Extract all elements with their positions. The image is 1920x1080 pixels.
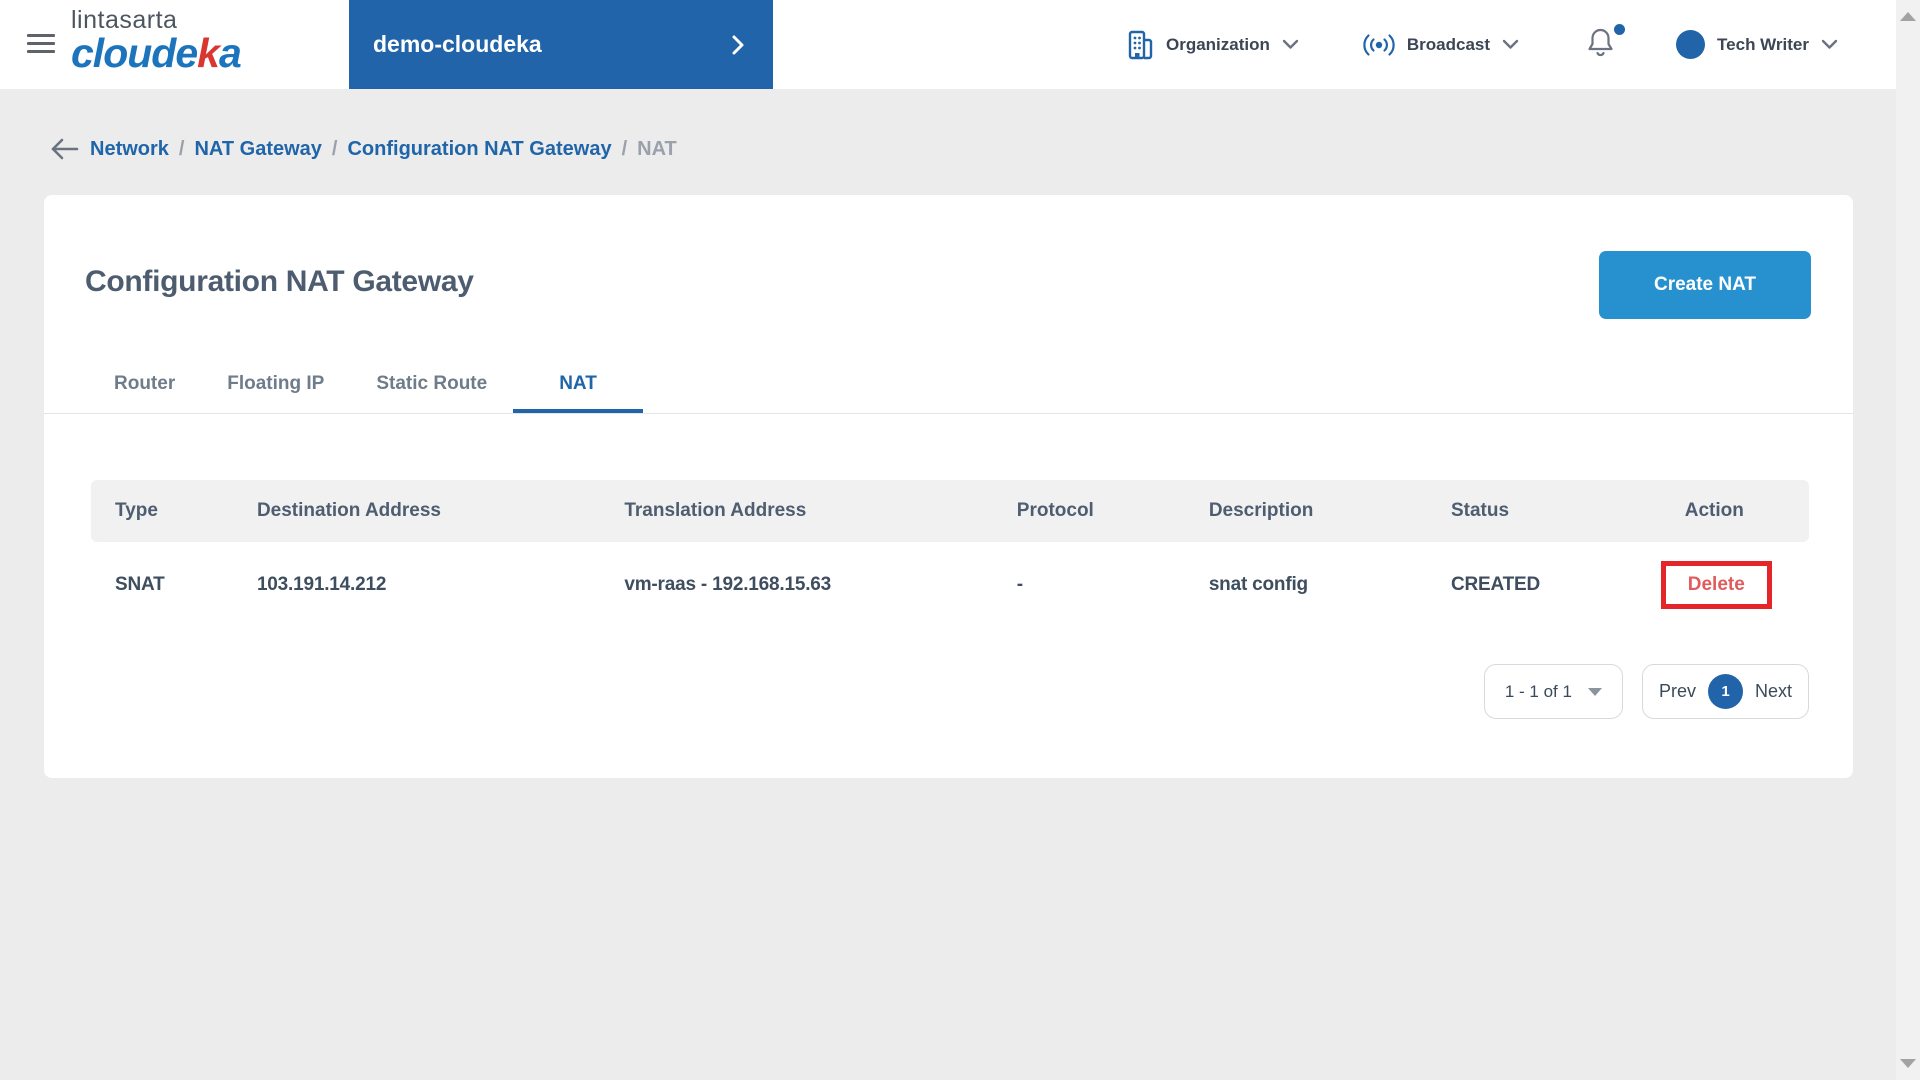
topbar-actions: Organization Broadcast: [1126, 0, 1838, 89]
current-page-button[interactable]: 1: [1707, 674, 1743, 709]
user-name: Tech Writer: [1717, 34, 1809, 54]
column-header-action: Action: [1684, 500, 1744, 521]
chevron-down-icon: [1821, 39, 1838, 49]
caret-down-icon: [1587, 687, 1602, 696]
breadcrumb-link-nat-gateway[interactable]: NAT Gateway: [194, 137, 322, 160]
organization-label: Organization: [1166, 34, 1270, 54]
nat-table: Type Destination Address Translation Add…: [44, 480, 1853, 719]
organization-menu[interactable]: Organization: [1126, 30, 1299, 60]
pager-controls: Prev 1 Next: [1641, 664, 1809, 719]
cell-protocol: -: [1016, 574, 1023, 595]
scrollbar[interactable]: [1896, 0, 1920, 1080]
chevron-down-icon: [1502, 39, 1519, 49]
broadcast-label: Broadcast: [1406, 34, 1491, 54]
organization-building-icon: [1128, 30, 1153, 59]
delete-button[interactable]: Delete: [1687, 574, 1745, 595]
logo-company-text: lintasarta: [71, 6, 178, 34]
bell-icon: [1588, 28, 1613, 57]
page-title: Configuration NAT Gateway: [85, 265, 474, 298]
tab-router[interactable]: Router: [114, 373, 176, 394]
tab-static-route[interactable]: Static Route: [376, 373, 488, 394]
logo-accent-letter: k: [197, 30, 220, 76]
hamburger-menu-icon[interactable]: [27, 34, 55, 53]
broadcast-menu[interactable]: Broadcast: [1363, 33, 1519, 57]
breadcrumb-current: NAT: [637, 137, 677, 160]
notifications-button[interactable]: [1587, 24, 1626, 62]
top-bar: lintasarta cloudeka demo-cloudeka Organi…: [0, 0, 1896, 89]
column-header-description: Description: [1208, 500, 1314, 521]
breadcrumb-link-network[interactable]: Network: [90, 137, 169, 160]
cell-action: Delete: [1660, 561, 1785, 609]
chevron-down-icon: [1282, 39, 1299, 49]
card-header: Configuration NAT Gateway Create NAT: [44, 195, 1853, 319]
avatar: [1676, 30, 1706, 59]
column-header-destination-address: Destination Address: [256, 500, 441, 521]
breadcrumb-link-configuration-nat-gateway[interactable]: Configuration NAT Gateway: [347, 137, 612, 160]
cell-destination-address: 103.191.14.212: [256, 574, 387, 595]
column-header-protocol: Protocol: [1016, 500, 1094, 521]
broadcast-icon: [1363, 33, 1395, 56]
logo-product-text: cloudeka: [71, 30, 242, 76]
user-menu[interactable]: Tech Writer: [1676, 30, 1838, 59]
create-nat-button[interactable]: Create NAT: [1599, 251, 1811, 319]
pagination: 1 - 1 of 1 Prev 1 Next: [91, 664, 1809, 719]
notification-badge: [1614, 24, 1626, 35]
cell-type: SNAT: [115, 574, 165, 595]
chevron-right-icon: [732, 35, 744, 54]
table-header-row: Type Destination Address Translation Add…: [91, 480, 1809, 542]
breadcrumb: Network / NAT Gateway / Configuration NA…: [49, 137, 1896, 161]
cell-translation-address: vm-raas - 192.168.15.63: [624, 574, 832, 595]
logo[interactable]: lintasarta cloudeka: [71, 6, 242, 76]
column-header-translation-address: Translation Address: [624, 500, 807, 521]
scrollbar-down-arrow[interactable]: [1900, 1059, 1916, 1068]
next-page-button[interactable]: Next: [1754, 681, 1792, 701]
back-arrow-icon[interactable]: [49, 137, 80, 161]
breadcrumb-separator: /: [621, 137, 628, 160]
cell-description: snat config: [1208, 574, 1308, 595]
breadcrumb-separator: /: [331, 137, 338, 160]
project-selector[interactable]: demo-cloudeka: [349, 0, 773, 89]
tab-nat[interactable]: NAT: [513, 359, 643, 413]
content-card: Configuration NAT Gateway Create NAT Rou…: [44, 195, 1853, 778]
status-badge: CREATED: [1450, 574, 1540, 595]
project-name: demo-cloudeka: [373, 31, 542, 57]
annotation-highlight-box: Delete: [1660, 561, 1772, 609]
breadcrumb-separator: /: [178, 137, 185, 160]
tab-floating-ip[interactable]: Floating IP: [227, 373, 325, 394]
scrollbar-up-arrow[interactable]: [1900, 12, 1916, 21]
column-header-status: Status: [1450, 500, 1510, 521]
page-range-selector[interactable]: 1 - 1 of 1: [1483, 664, 1623, 719]
tab-bar: Router Floating IP Static Route NAT: [44, 359, 1853, 414]
prev-page-button[interactable]: Prev: [1658, 681, 1696, 701]
page-range-label: 1 - 1 of 1: [1504, 681, 1572, 701]
column-header-type: Type: [115, 500, 158, 521]
table-row: SNAT 103.191.14.212 vm-raas - 192.168.15…: [91, 542, 1809, 628]
